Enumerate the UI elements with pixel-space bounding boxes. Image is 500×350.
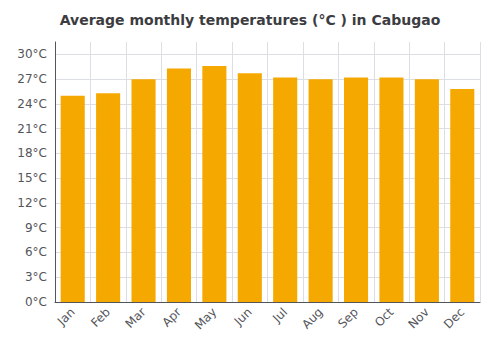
svg-text:Oct: Oct [372, 305, 397, 330]
svg-text:Average monthly temperatures (: Average monthly temperatures (°C ) in Ca… [60, 12, 441, 28]
svg-text:27°C: 27°C [17, 72, 47, 86]
svg-text:Apr: Apr [159, 305, 184, 330]
svg-text:18°C: 18°C [17, 146, 47, 160]
svg-text:Sep: Sep [335, 305, 361, 331]
svg-text:Jul: Jul [269, 305, 290, 326]
svg-text:Aug: Aug [299, 305, 325, 331]
svg-text:May: May [192, 305, 219, 332]
svg-text:21°C: 21°C [17, 122, 47, 136]
svg-text:24°C: 24°C [17, 97, 47, 111]
svg-text:9°C: 9°C [25, 221, 47, 235]
svg-text:12°C: 12°C [17, 196, 47, 210]
svg-text:6°C: 6°C [25, 245, 47, 259]
svg-text:Feb: Feb [88, 305, 113, 330]
svg-text:Jun: Jun [231, 305, 255, 329]
svg-text:0°C: 0°C [25, 295, 47, 309]
svg-text:Dec: Dec [441, 305, 467, 331]
svg-text:3°C: 3°C [25, 270, 47, 284]
svg-text:Mar: Mar [123, 305, 149, 331]
svg-text:Nov: Nov [405, 305, 431, 331]
svg-text:15°C: 15°C [17, 171, 47, 185]
svg-text:30°C: 30°C [17, 47, 47, 61]
svg-text:Jan: Jan [54, 305, 78, 329]
